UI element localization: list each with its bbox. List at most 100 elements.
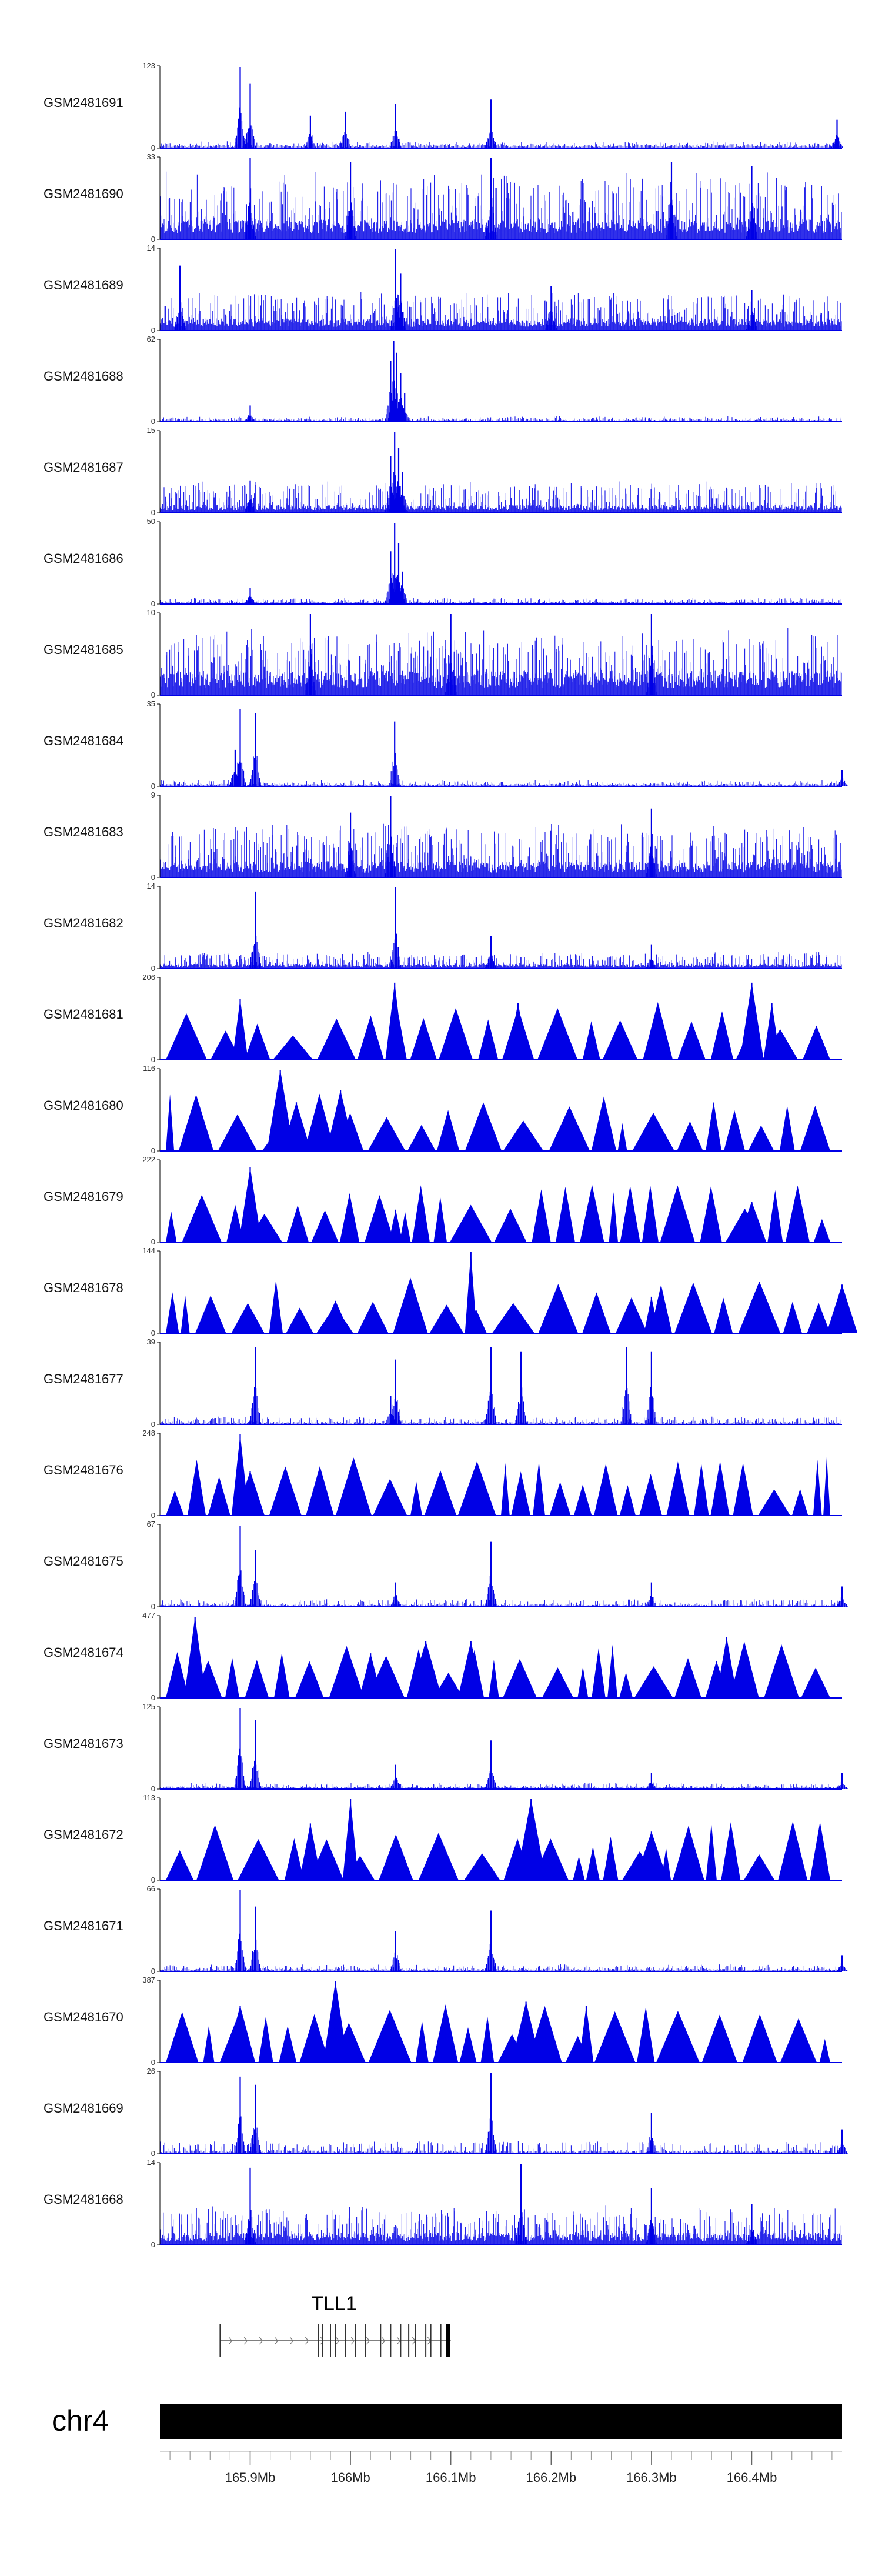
- track-label: GSM2481670: [44, 2010, 123, 2024]
- peak-shoulder: [390, 285, 402, 331]
- track-label: GSM2481687: [44, 460, 123, 475]
- peak-shoulder: [485, 2111, 497, 2154]
- gene-exon: [335, 2324, 336, 2357]
- track-GSM2481688: GSM2481688 62 0: [44, 335, 842, 426]
- track-GSM2481686: GSM2481686 50 0: [44, 517, 842, 608]
- peak-shoulder: [836, 1597, 848, 1607]
- strand-arrow: [350, 2337, 355, 2345]
- peak-shoulder: [485, 1767, 497, 1789]
- peak-shoulder: [399, 408, 410, 422]
- y-max-label: 67: [147, 1520, 155, 1529]
- track-label: GSM2481684: [44, 733, 123, 748]
- coverage-area: [166, 1167, 830, 1242]
- peak-shoulder: [244, 2210, 256, 2245]
- peak-shoulder: [831, 135, 843, 148]
- track-GSM2481675: GSM2481675 67 0: [44, 1520, 848, 1611]
- peak-shoulder: [397, 588, 409, 604]
- track-GSM2481668: GSM2481668 14 0: [44, 2158, 842, 2249]
- axis-tick-label: 166.3Mb: [626, 2470, 677, 2485]
- peak-shoulder: [249, 2127, 261, 2154]
- gene-exon: [219, 2324, 221, 2357]
- y-max-label: 222: [142, 1155, 155, 1164]
- track-GSM2481676: GSM2481676 248 0: [44, 1429, 842, 1520]
- peak-shoulder: [646, 1780, 657, 1789]
- coverage-area: [166, 1799, 830, 1880]
- track-GSM2481672: GSM2481672 113 0: [44, 1793, 842, 1884]
- peak-shoulder: [244, 499, 256, 513]
- y-min-label: 0: [151, 508, 155, 517]
- peak-shoulder: [746, 311, 758, 331]
- y-max-label: 477: [142, 1611, 155, 1620]
- track-label: GSM2481680: [44, 1098, 123, 1113]
- peak-shoulder: [390, 1776, 402, 1789]
- track-label: GSM2481672: [44, 1827, 123, 1842]
- peak-shoulder: [234, 1933, 246, 1971]
- peak-shoulder: [485, 1381, 497, 1424]
- track-label: GSM2481689: [44, 278, 123, 292]
- track-label: GSM2481679: [44, 1189, 123, 1204]
- coverage-bars: [160, 952, 842, 969]
- peak-shoulder: [390, 129, 402, 148]
- track-GSM2481669: GSM2481669 26 0: [44, 2067, 848, 2158]
- coverage-bars: [160, 2141, 841, 2154]
- track-label: GSM2481690: [44, 186, 123, 201]
- peak-shoulder: [174, 301, 186, 331]
- track-GSM2481691: GSM2481691 123 0: [44, 61, 843, 152]
- coverage-area: [166, 982, 830, 1060]
- peak-shoulder: [390, 1595, 402, 1607]
- strand-arrow: [305, 2337, 309, 2345]
- peak-shoulder: [244, 412, 256, 422]
- track-GSM2481679: GSM2481679 222 0: [44, 1155, 842, 1246]
- peak-shoulder: [244, 124, 256, 148]
- y-min-label: 0: [151, 2149, 155, 2158]
- track-label: GSM2481676: [44, 1463, 123, 1477]
- gene-exon: [430, 2324, 432, 2357]
- strand-arrow: [259, 2337, 263, 2345]
- track-GSM2481680: GSM2481680 116 0: [44, 1064, 842, 1155]
- peak-shoulder: [515, 2205, 527, 2245]
- y-min-label: 0: [151, 417, 155, 426]
- peak-shoulder: [389, 753, 400, 786]
- strand-arrow: [243, 2337, 248, 2345]
- y-max-label: 14: [147, 2158, 155, 2167]
- peak-shoulder: [229, 769, 241, 786]
- y-min-label: 0: [151, 2240, 155, 2249]
- coverage-area: [166, 1617, 830, 1698]
- coverage-area: [166, 1981, 830, 2063]
- track-GSM2481685: GSM2481685 10 0: [44, 608, 842, 699]
- track-GSM2481682: GSM2481682 14 0: [44, 882, 842, 973]
- y-min-label: 0: [151, 144, 155, 152]
- gene-name-label: TLL1: [311, 2293, 357, 2315]
- track-label: GSM2481671: [44, 1918, 123, 1933]
- peak-shoulder: [249, 1581, 261, 1607]
- peak-shoulder: [385, 1409, 396, 1424]
- peak-shoulder: [390, 922, 402, 969]
- axis-tick-label: 165.9Mb: [225, 2470, 276, 2485]
- y-max-label: 123: [142, 61, 155, 70]
- track-label: GSM2481678: [44, 1280, 123, 1295]
- y-min-label: 0: [151, 235, 155, 243]
- peak-shoulder: [646, 2220, 657, 2245]
- peak-shoulder: [485, 125, 497, 148]
- y-min-label: 0: [151, 1329, 155, 1337]
- chromosome-bar: [160, 2404, 842, 2439]
- track-label: GSM2481691: [44, 95, 123, 110]
- gene-exon: [390, 2324, 392, 2357]
- peak-shoulder: [485, 204, 497, 239]
- coverage-bars: [160, 1964, 841, 1971]
- y-max-label: 15: [147, 426, 155, 435]
- peak-shoulder: [249, 1939, 261, 1971]
- peak-shoulder: [646, 955, 657, 969]
- track-label: GSM2481683: [44, 825, 123, 839]
- y-max-label: 35: [147, 699, 155, 708]
- peak-shoulder: [485, 1576, 497, 1607]
- y-min-label: 0: [151, 1876, 155, 1884]
- y-max-label: 39: [147, 1337, 155, 1346]
- track-label: GSM2481686: [44, 551, 123, 566]
- y-min-label: 0: [151, 1967, 155, 1976]
- coverage-bars: [160, 416, 841, 422]
- y-min-label: 0: [151, 599, 155, 608]
- y-min-label: 0: [151, 1055, 155, 1064]
- y-min-label: 0: [151, 2058, 155, 2067]
